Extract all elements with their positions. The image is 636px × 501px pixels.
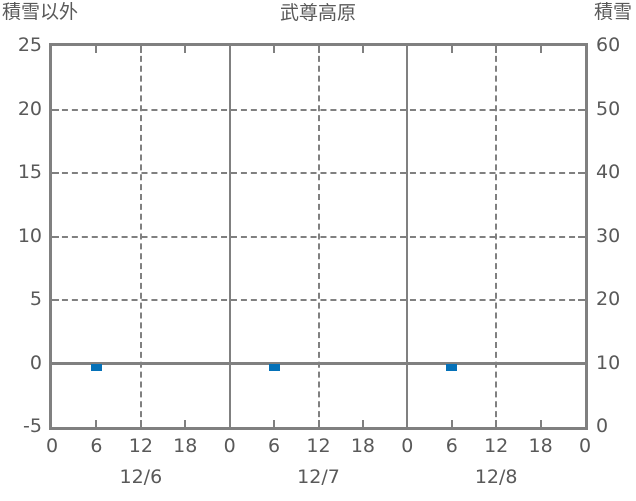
y-tick-right <box>578 108 585 111</box>
x-tick-top <box>495 46 498 53</box>
x-axis-day-label: 12/7 <box>297 466 340 488</box>
x-tick-top <box>317 46 320 53</box>
bar <box>90 363 102 372</box>
y-tick-right <box>578 172 585 174</box>
x-tick-bottom <box>95 420 98 427</box>
x-tick-bottom <box>317 420 320 427</box>
y-axis-label-right: 10 <box>596 351 621 374</box>
x-tick-top <box>361 46 364 53</box>
x-axis-tick-label: 12 <box>484 435 509 457</box>
x-axis-tick-label: 6 <box>268 435 281 457</box>
x-tick-bottom <box>495 420 498 427</box>
plot-inner <box>52 46 585 427</box>
x-tick-top <box>228 46 231 53</box>
x-axis-tick-label: 0 <box>45 435 59 457</box>
y-axis-label-right: 20 <box>596 288 621 310</box>
y-axis-label-left: 5 <box>29 288 42 310</box>
y-axis-label-right: 60 <box>596 34 621 56</box>
x-tick-bottom <box>406 420 409 427</box>
x-tick-top <box>139 46 142 53</box>
x-axis-tick-label: 12 <box>306 435 331 457</box>
x-axis-tick-label: 6 <box>445 435 458 457</box>
bar <box>446 363 458 372</box>
x-tick-bottom <box>139 420 142 427</box>
x-axis-tick-label: 18 <box>173 435 198 457</box>
vertical-gridline-day-boundary <box>228 46 231 427</box>
y-axis-label-right: 50 <box>596 97 621 120</box>
x-axis-tick-label: 18 <box>528 435 553 457</box>
y-axis-label-right: 40 <box>596 161 621 183</box>
x-tick-bottom <box>450 420 453 427</box>
vertical-gridline-dashed <box>317 46 320 427</box>
x-tick-bottom <box>184 420 187 427</box>
vertical-gridline-dashed <box>495 46 498 427</box>
y-tick-left <box>52 108 59 111</box>
x-axis-tick-label: 18 <box>350 435 375 457</box>
vertical-gridline-dashed <box>139 46 142 427</box>
y-tick-left <box>52 362 59 365</box>
x-tick-top <box>450 46 453 53</box>
plot-area <box>49 43 588 430</box>
y-tick-left <box>52 299 59 301</box>
x-tick-bottom <box>228 420 231 427</box>
y-axis-label-left: 15 <box>17 161 42 183</box>
x-axis-day-label: 12/6 <box>119 466 163 488</box>
y-axis-label-left: 10 <box>17 224 42 247</box>
x-tick-top <box>273 46 276 53</box>
x-tick-bottom <box>539 420 542 427</box>
y-axis-label-left: -5 <box>23 415 42 437</box>
y-axis-label-left: 0 <box>29 351 42 374</box>
bar <box>268 363 280 372</box>
x-tick-bottom <box>361 420 364 427</box>
x-axis-tick-label: 0 <box>578 435 592 457</box>
x-tick-bottom <box>273 420 276 427</box>
y-tick-left <box>52 235 59 238</box>
x-tick-top <box>406 46 409 53</box>
y-axis-label-right: 0 <box>596 415 609 437</box>
right-axis-title: 積雪 <box>593 1 632 23</box>
x-tick-top <box>95 46 98 53</box>
y-tick-right <box>578 299 585 301</box>
chart-title: 武尊高原 <box>279 2 356 24</box>
vertical-gridline-day-boundary <box>406 46 409 427</box>
x-tick-top <box>184 46 187 53</box>
y-tick-right <box>578 362 585 365</box>
y-axis-label-left: 20 <box>17 97 42 120</box>
x-axis-day-label: 12/8 <box>474 466 518 488</box>
left-axis-title: 積雪以外 <box>2 1 79 23</box>
x-tick-top <box>539 46 542 53</box>
x-axis-tick-label: 12 <box>128 435 153 457</box>
y-tick-left <box>52 172 59 174</box>
x-axis-tick-label: 0 <box>223 435 236 457</box>
y-tick-right <box>578 235 585 238</box>
y-axis-label-left: 25 <box>17 34 42 56</box>
y-axis-label-right: 30 <box>596 224 621 247</box>
x-axis-tick-label: 0 <box>401 435 414 457</box>
x-axis-tick-label: 6 <box>90 435 103 457</box>
